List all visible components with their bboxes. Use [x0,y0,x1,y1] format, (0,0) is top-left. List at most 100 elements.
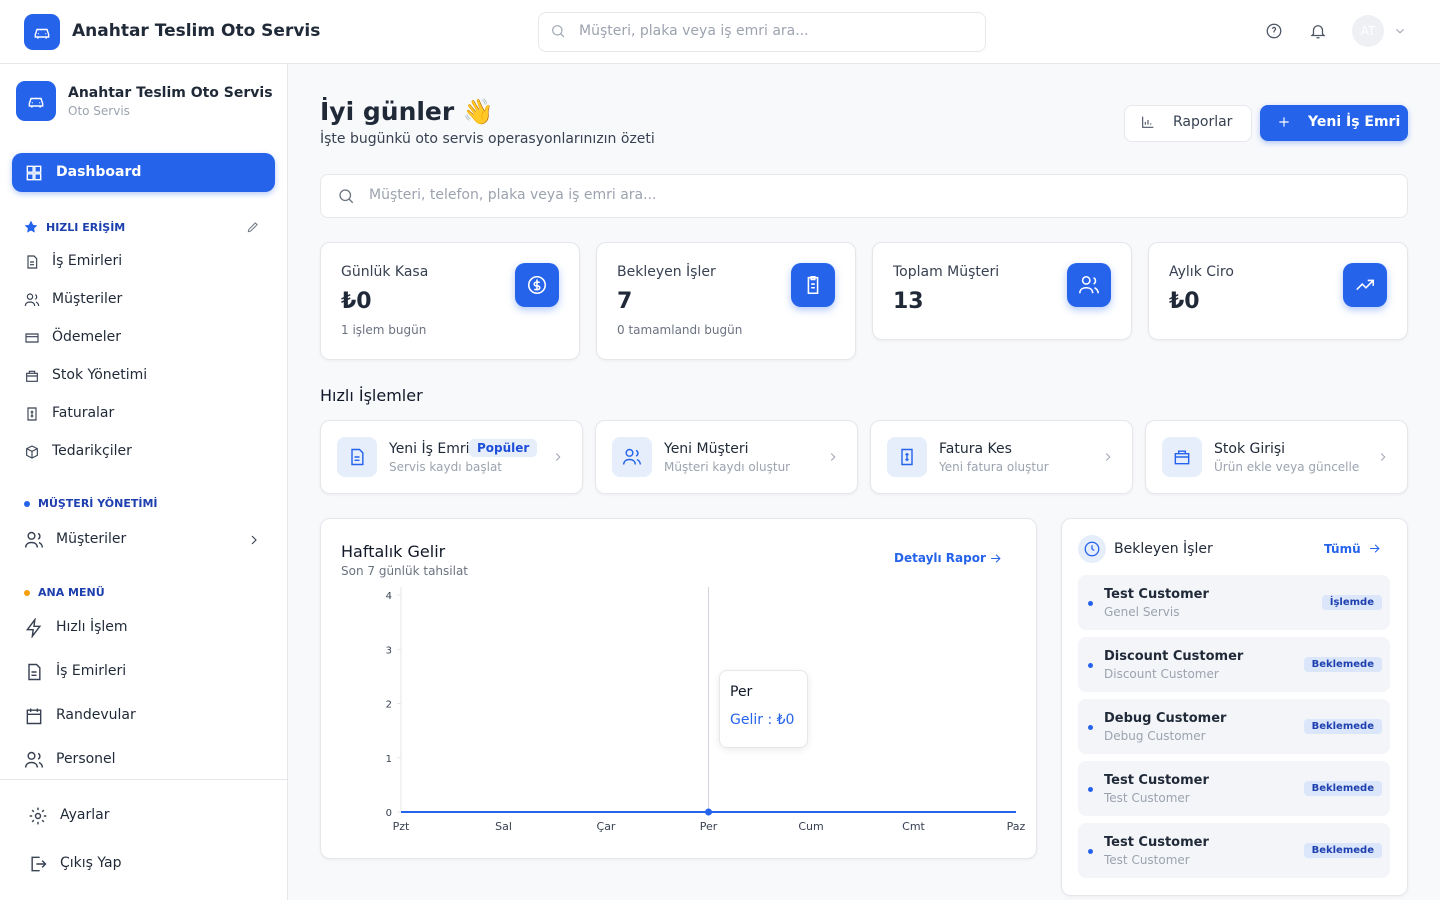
action-chevron [830,453,836,461]
stat-label: Toplam Müşteri [893,264,1000,280]
header-brand: Anahtar Teslim Oto Servis [72,21,321,41]
logo-icon [28,97,44,108]
stat-label: Bekleyen İşler [617,264,716,280]
pending-sub: Test Customer [1104,791,1190,805]
sidebar [0,64,288,900]
nav-dashboard[interactable] [12,153,275,192]
pending-title: Bekleyen İşler [1114,541,1213,557]
nav-icon [26,708,42,725]
pending-name: Test Customer [1104,587,1209,602]
nav-item[interactable]: Müşteriler [52,291,123,307]
nav-item[interactable]: Faturalar [52,405,115,421]
main-search-placeholder: Müşteri, telefon, plaka veya iş emri ara… [369,187,657,203]
pending-sub: Discount Customer [1104,667,1219,681]
bell-icon [1310,25,1326,39]
pending-name: Test Customer [1104,835,1209,850]
nav-item[interactable]: Randevular [56,707,136,723]
stat-value: ₺0 [341,289,372,314]
pending-icon [1084,541,1100,557]
nav-item[interactable]: İş Emirleri [52,253,123,269]
nav-icon [28,663,41,681]
nav-item[interactable]: İş Emirleri [56,663,127,679]
main-search[interactable] [320,174,1408,218]
action-subtitle: Servis kaydı başlat [389,460,503,474]
search-icon [339,189,354,204]
action-title: Fatura Kes [939,441,1012,457]
tooltip-value: Gelir : ₺0 [730,712,795,728]
new-order-button[interactable] [1260,105,1408,141]
reports-icon [1142,116,1154,128]
sidebar-brand: Anahtar Teslim Oto Servis [68,85,273,101]
star-icon [24,220,38,233]
plus-icon [1279,117,1289,127]
section-dot [24,590,30,596]
action-chevron [1380,453,1386,461]
pending-status: Beklemede [1303,781,1382,796]
nav-item[interactable]: Ayarlar [60,807,110,823]
nav-item[interactable]: Hızlı İşlem [56,619,128,635]
stat-icon-box [1067,263,1111,307]
pending-dot [1088,725,1093,730]
sidebar-divider [0,779,287,780]
action-icon [351,448,364,466]
stat-label: Aylık Ciro [1169,264,1234,280]
header-search[interactable] [538,12,986,52]
stat-icon [528,275,546,295]
section-dot [24,501,30,507]
nav-icon [25,333,39,343]
dashboard-icon [26,165,42,181]
chart-title: Haftalık Gelir [341,542,446,561]
nav-item[interactable]: Personel [56,751,116,767]
pending-dot [1088,787,1093,792]
stat-icon-box [1343,263,1387,307]
nav-item[interactable]: Tedarikçiler [52,443,132,459]
stat-note: 1 işlem bugün [341,323,427,337]
pending-link[interactable]: Tümü [1324,542,1361,556]
nav-icon [26,445,38,459]
new-order-label: Yeni İş Emri [1308,114,1401,130]
stat-value: ₺0 [1169,289,1200,314]
nav-icon [24,751,44,768]
nav-icon [26,370,38,382]
action-chevron [555,453,561,461]
pending-name: Debug Customer [1104,711,1227,726]
stat-value: 13 [893,289,924,314]
nav-icon [29,807,47,825]
stat-icon-box [791,263,835,307]
nav-icon [27,407,37,421]
tooltip [719,670,808,748]
action-subtitle: Ürün ekle veya güncelle [1214,460,1360,474]
section-title: HIZLI ERİŞİM [46,221,126,234]
help-icon [1266,23,1282,39]
nav-dashboard-label: Dashboard [56,164,142,180]
section-title: ANA MENÜ [38,586,105,599]
avatar[interactable]: AT [1352,15,1384,47]
nav-icon [27,255,38,269]
section-title: MÜŞTERİ YÖNETİMİ [38,497,158,510]
action-subtitle: Yeni fatura oluştur [939,460,1049,474]
greeting-subtitle: İşte bugünkü oto servis operasyonlarınız… [320,131,655,147]
nav-item[interactable]: Ödemeler [52,329,122,345]
action-subtitle: Müşteri kaydı oluştur [664,460,791,474]
reports-label: Raporlar [1173,114,1233,130]
quick-title: Hızlı İşlemler [320,386,423,405]
pending-name: Test Customer [1104,773,1209,788]
nav-item[interactable]: Çıkış Yap [60,855,122,871]
pending-sub: Debug Customer [1104,729,1206,743]
pending-dot [1088,601,1093,606]
action-icon [1174,450,1190,465]
pending-status: İşlemde [1321,595,1382,610]
greeting: İyi günler 👋 [320,97,495,126]
pending-dot [1088,663,1093,668]
stat-icon [807,275,819,295]
chart-link[interactable]: Detaylı Rapor [894,551,986,565]
nav-icon [31,856,47,872]
pending-sub: Test Customer [1104,853,1190,867]
nav-item[interactable]: Müşteriler [56,531,127,547]
nav-item[interactable]: Stok Yönetimi [52,367,148,383]
action-title: Yeni Müşteri [664,441,749,457]
logo [24,14,60,50]
stat-label: Günlük Kasa [341,264,429,280]
